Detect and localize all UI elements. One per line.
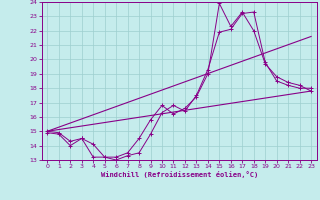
X-axis label: Windchill (Refroidissement éolien,°C): Windchill (Refroidissement éolien,°C) — [100, 171, 258, 178]
